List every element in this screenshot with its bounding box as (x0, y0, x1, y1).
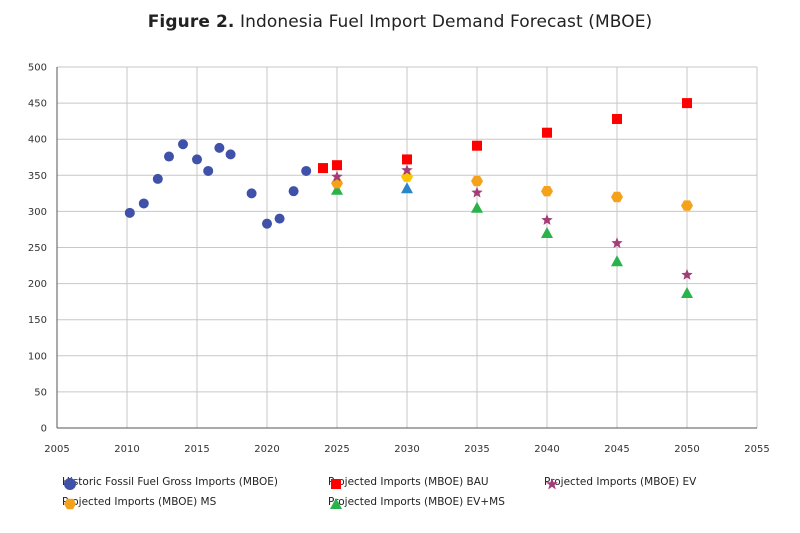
x-tick-label: 2050 (674, 444, 699, 455)
ms-data-point (541, 186, 553, 197)
bau-data-point (612, 113, 622, 124)
y-tick-label: 0 (41, 424, 47, 435)
x-tick-label: 2035 (464, 444, 489, 455)
bau-data-point (472, 140, 482, 151)
evms-data-point (331, 183, 343, 195)
historic-data-point (203, 165, 214, 176)
y-tick-label: 50 (34, 387, 47, 398)
legend-hexagon-marker (64, 498, 76, 510)
y-tick-label: 250 (28, 243, 47, 254)
legend-item-historic: Historic Fossil Fuel Gross Imports (MBOE… (62, 476, 278, 490)
ms-data-point (331, 178, 343, 189)
historic-data-point (262, 218, 272, 229)
ev-data-point (401, 164, 413, 176)
legend-label: Historic Fossil Fuel Gross Imports (MBOE… (62, 476, 278, 488)
evms-data-point (401, 182, 413, 194)
evms-data-point (471, 201, 483, 213)
evms-data-point (681, 286, 693, 298)
bau-data-point (332, 160, 342, 171)
x-tick-label: 2010 (114, 444, 139, 455)
legend-item-bau: Projected Imports (MBOE) BAU (328, 476, 489, 489)
figure-number: Figure 2. (147, 12, 235, 32)
historic-data-point (178, 139, 188, 150)
y-tick-label: 500 (28, 63, 47, 74)
x-tick-label: 2040 (534, 444, 559, 455)
ms-data-point (611, 191, 623, 203)
y-tick-label: 350 (28, 171, 47, 182)
legend-label: Projected Imports (MBOE) MS (62, 496, 217, 508)
ev-data-point (611, 237, 623, 248)
x-tick-label: 2020 (254, 444, 279, 455)
y-tick-label: 100 (28, 351, 47, 362)
historic-data-point (225, 149, 236, 160)
y-tick-label: 400 (28, 135, 47, 146)
bau-data-point (402, 154, 412, 165)
ms-data-point (401, 171, 413, 182)
figure-title: Indonesia Fuel Import Demand Forecast (M… (239, 12, 653, 32)
x-tick-label: 2030 (394, 444, 419, 455)
historic-data-point (214, 142, 225, 153)
ev-data-point (471, 186, 483, 198)
chart-title: Figure 2. Indonesia Fuel Import Demand F… (0, 12, 800, 32)
bau-data-point (318, 163, 328, 174)
ev-data-point (541, 214, 553, 225)
y-tick-label: 150 (28, 315, 47, 326)
historic-data-point (288, 186, 299, 197)
legend-star-marker (546, 478, 558, 490)
x-tick-label: 2025 (324, 444, 349, 455)
legend-square-marker (331, 479, 341, 489)
historic-data-point (152, 173, 163, 184)
legend-triangle-marker (330, 498, 342, 509)
legend-label: Projected Imports (MBOE) BAU (328, 476, 489, 488)
bau-data-point (682, 98, 692, 109)
y-tick-label: 200 (28, 279, 47, 290)
y-tick-label: 300 (28, 207, 47, 218)
bau-data-point (542, 127, 552, 138)
historic-data-point (274, 213, 285, 224)
historic-data-point (301, 165, 312, 176)
x-tick-label: 2015 (184, 444, 209, 455)
ev-data-point (331, 170, 343, 182)
historic-data-point (124, 207, 135, 218)
historic-data-point (246, 188, 257, 199)
historic-data-point (192, 154, 202, 165)
historic-data-point (138, 198, 149, 209)
evms-data-point (541, 227, 553, 239)
ev-data-point (681, 268, 693, 280)
legend-label: Projected Imports (MBOE) EV (544, 476, 697, 488)
legend-item-evms: Projected Imports (MBOE) EV+MS (328, 496, 505, 509)
legend-circle-marker (64, 478, 76, 490)
x-tick-label: 2055 (744, 444, 769, 455)
x-tick-label: 2045 (604, 444, 629, 455)
legend-label: Projected Imports (MBOE) EV+MS (328, 496, 505, 508)
ms-data-point (471, 175, 483, 187)
x-tick-label: 2005 (44, 444, 69, 455)
ms-data-point (681, 200, 693, 211)
historic-data-point (164, 151, 174, 162)
y-tick-label: 450 (28, 99, 47, 110)
legend-item-ev: Projected Imports (MBOE) EV (544, 476, 697, 490)
legend-item-ms: Projected Imports (MBOE) MS (62, 496, 217, 510)
evms-data-point (611, 255, 623, 267)
